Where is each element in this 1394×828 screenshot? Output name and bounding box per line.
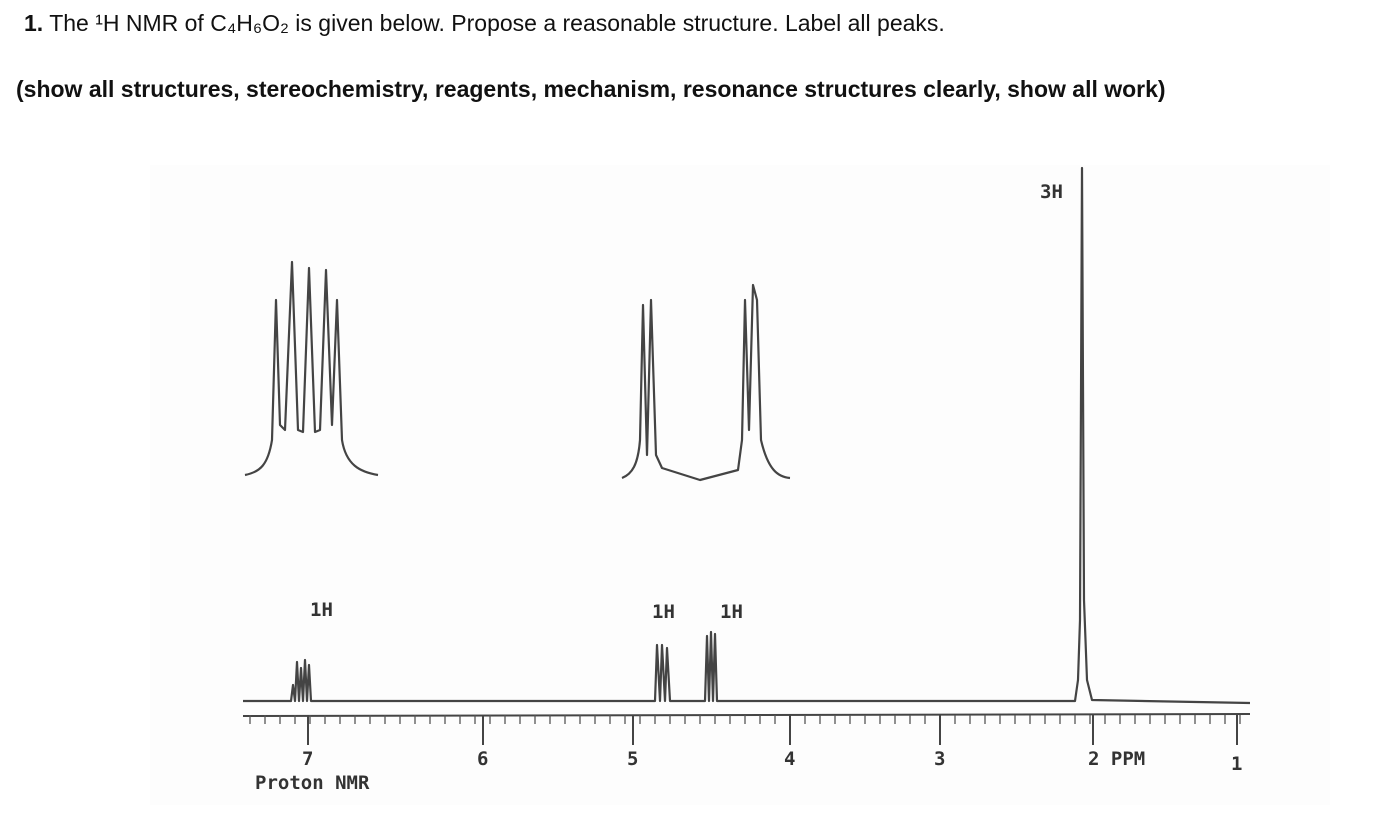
axis-ticks — [249, 715, 1241, 745]
axis-tick-label: 4 — [784, 748, 795, 770]
inset-multiplet — [244, 260, 379, 477]
axis-tick-label: 7 — [302, 748, 313, 770]
peak-label: 1H — [720, 601, 743, 623]
axis-tick-label: 6 — [477, 748, 488, 770]
peak-label: 3H — [1040, 181, 1063, 203]
spectrum-trace — [243, 166, 1251, 705]
peak-label: 1H — [652, 601, 675, 623]
question-number: 1. — [24, 10, 44, 36]
axis-tick-label: 1 — [1231, 753, 1242, 775]
axis-tick-label: 3 — [934, 748, 945, 770]
ppm-axis — [242, 713, 1251, 717]
inset-doublets — [621, 283, 791, 482]
spectrum-caption: Proton NMR — [255, 772, 370, 794]
peak-label: 1H — [310, 599, 333, 621]
question-text: The ¹H NMR of C₄H₆O₂ is given below. Pro… — [49, 10, 945, 36]
axis-tick-label: 5 — [627, 748, 638, 770]
question: 1. The ¹H NMR of C₄H₆O₂ is given below. P… — [24, 10, 945, 37]
axis-tick-label: 2 PPM — [1088, 748, 1145, 770]
spectrum-background — [150, 165, 1330, 805]
instructions: (show all structures, stereochemistry, r… — [16, 76, 1166, 102]
